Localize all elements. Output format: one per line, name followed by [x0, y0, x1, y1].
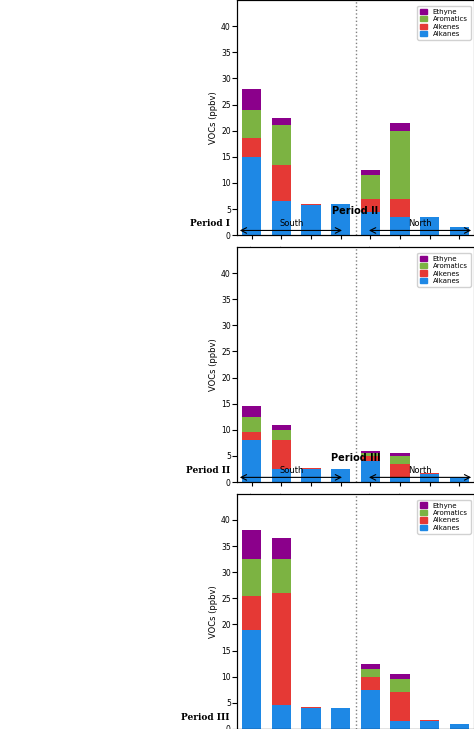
Bar: [361, 451, 380, 453]
Bar: [361, 211, 380, 235]
Bar: [301, 204, 321, 205]
Bar: [331, 204, 350, 235]
Legend: Ethyne, Aromatics, Alkenes, Alkanes: Ethyne, Aromatics, Alkenes, Alkanes: [418, 253, 471, 286]
Bar: [301, 205, 321, 235]
Text: North: North: [408, 466, 431, 475]
Bar: [242, 630, 262, 729]
Legend: Ethyne, Aromatics, Alkenes, Alkanes: Ethyne, Aromatics, Alkenes, Alkanes: [418, 6, 471, 40]
Bar: [390, 453, 410, 456]
Bar: [242, 440, 262, 482]
Bar: [361, 461, 380, 482]
Bar: [361, 456, 380, 461]
Bar: [390, 198, 410, 217]
Text: North: North: [408, 219, 431, 228]
Text: South: South: [279, 466, 304, 475]
Legend: Ethyne, Aromatics, Alkenes, Alkanes: Ethyne, Aromatics, Alkenes, Alkanes: [418, 499, 471, 534]
Bar: [272, 469, 291, 482]
Bar: [361, 677, 380, 690]
Bar: [242, 596, 262, 630]
Text: Period I: Period I: [190, 219, 230, 228]
Text: Period III: Period III: [331, 453, 380, 463]
Bar: [390, 477, 410, 482]
Bar: [361, 175, 380, 198]
Text: Period III: Period III: [182, 713, 230, 722]
Text: South: South: [279, 219, 304, 228]
Bar: [449, 227, 469, 235]
Bar: [420, 721, 439, 729]
Bar: [272, 201, 291, 235]
Bar: [242, 406, 262, 417]
Bar: [272, 706, 291, 729]
Bar: [301, 468, 321, 469]
Bar: [390, 693, 410, 721]
Bar: [361, 170, 380, 175]
Bar: [272, 165, 291, 201]
Bar: [390, 130, 410, 198]
Bar: [390, 679, 410, 693]
Bar: [272, 440, 291, 469]
Bar: [331, 469, 350, 482]
Bar: [449, 477, 469, 482]
Text: Period II: Period II: [332, 206, 379, 217]
Bar: [242, 559, 262, 596]
Bar: [361, 198, 380, 211]
Bar: [242, 157, 262, 235]
Bar: [272, 424, 291, 430]
Text: Period II: Period II: [186, 466, 230, 475]
Bar: [361, 669, 380, 677]
Bar: [272, 559, 291, 593]
Bar: [390, 464, 410, 477]
Bar: [242, 432, 262, 440]
Bar: [361, 663, 380, 669]
Bar: [242, 417, 262, 432]
Bar: [272, 117, 291, 125]
Y-axis label: VOCs (ppbv): VOCs (ppbv): [209, 585, 218, 638]
Bar: [390, 721, 410, 729]
Bar: [242, 531, 262, 559]
Bar: [301, 708, 321, 729]
Bar: [272, 538, 291, 559]
Bar: [301, 707, 321, 708]
Bar: [242, 89, 262, 110]
Bar: [390, 456, 410, 464]
Bar: [420, 720, 439, 721]
Bar: [242, 110, 262, 139]
Bar: [272, 593, 291, 706]
Bar: [420, 475, 439, 482]
Y-axis label: VOCs (ppbv): VOCs (ppbv): [209, 338, 218, 391]
Bar: [420, 473, 439, 475]
Bar: [449, 724, 469, 729]
Bar: [420, 217, 439, 235]
Bar: [361, 690, 380, 729]
Bar: [301, 469, 321, 482]
Bar: [242, 139, 262, 157]
Bar: [331, 708, 350, 729]
Bar: [272, 125, 291, 165]
Bar: [361, 453, 380, 456]
Y-axis label: VOCs (ppbv): VOCs (ppbv): [209, 91, 218, 144]
Bar: [390, 217, 410, 235]
Bar: [390, 674, 410, 679]
Bar: [390, 122, 410, 130]
Bar: [272, 430, 291, 440]
